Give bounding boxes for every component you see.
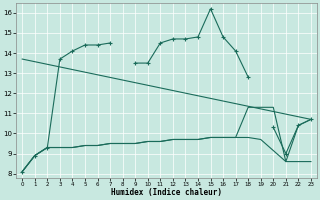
X-axis label: Humidex (Indice chaleur): Humidex (Indice chaleur) <box>111 188 222 197</box>
